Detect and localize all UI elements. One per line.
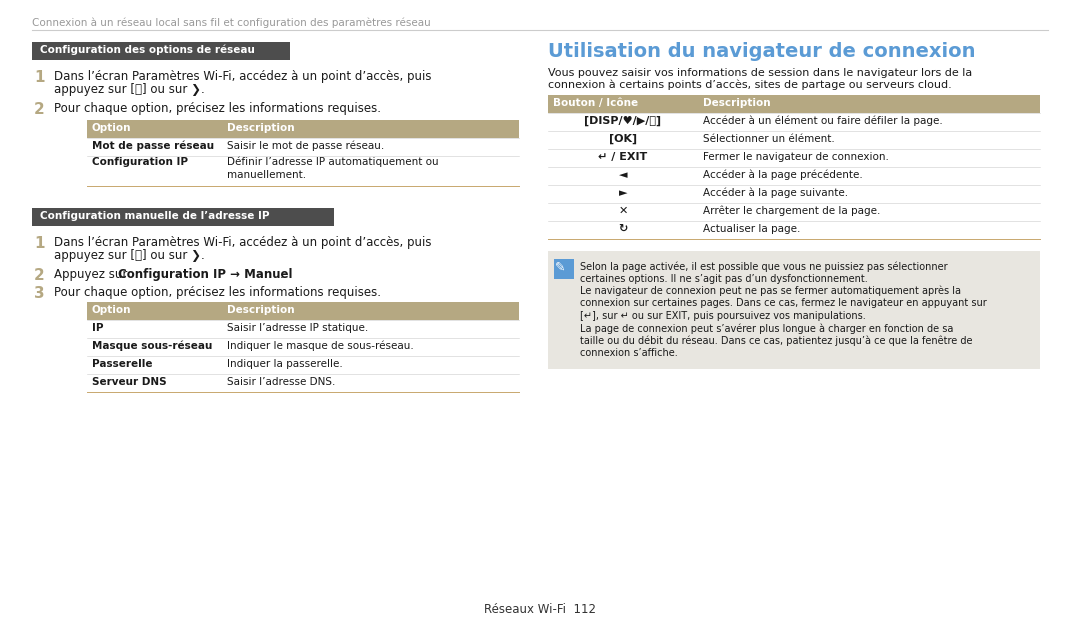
- Bar: [87, 320, 519, 338]
- Text: 2: 2: [33, 268, 44, 283]
- Text: Connexion à un réseau local sans fil et configuration des paramètres réseau: Connexion à un réseau local sans fil et …: [32, 18, 431, 28]
- Text: Selon la page activée, il est possible que vous ne puissiez pas sélectionner: Selon la page activée, il est possible q…: [580, 261, 947, 272]
- Text: Sélectionner un élément.: Sélectionner un élément.: [703, 134, 835, 144]
- Text: Accéder à un élément ou faire défiler la page.: Accéder à un élément ou faire défiler la…: [703, 115, 943, 126]
- Text: connexion s’affiche.: connexion s’affiche.: [580, 348, 678, 358]
- Text: Bouton / Icône: Bouton / Icône: [553, 98, 638, 108]
- Text: Le navigateur de connexion peut ne pas se fermer automatiquement après la: Le navigateur de connexion peut ne pas s…: [580, 286, 961, 297]
- Text: Passerelle: Passerelle: [92, 359, 152, 369]
- Bar: [548, 221, 1040, 239]
- Text: Serveur DNS: Serveur DNS: [92, 377, 166, 387]
- Text: 1: 1: [33, 236, 44, 251]
- Text: Description: Description: [703, 98, 771, 108]
- Text: Description: Description: [227, 305, 295, 315]
- Bar: [548, 167, 1040, 185]
- Text: 2: 2: [33, 102, 44, 117]
- Text: Saisir l’adresse DNS.: Saisir l’adresse DNS.: [227, 377, 336, 387]
- Bar: [548, 203, 1040, 221]
- Text: Saisir l’adresse IP statique.: Saisir l’adresse IP statique.: [227, 323, 368, 333]
- Bar: [87, 156, 519, 186]
- Text: IP: IP: [92, 323, 104, 333]
- Text: Vous pouvez saisir vos informations de session dans le navigateur lors de la: Vous pouvez saisir vos informations de s…: [548, 68, 972, 78]
- Text: La page de connexion peut s’avérer plus longue à charger en fonction de sa: La page de connexion peut s’avérer plus …: [580, 323, 954, 334]
- Bar: [548, 251, 1040, 369]
- Bar: [32, 208, 334, 226]
- Text: ↻: ↻: [619, 224, 627, 234]
- Text: ✕: ✕: [619, 206, 627, 216]
- Text: Actualiser la page.: Actualiser la page.: [703, 224, 800, 234]
- Bar: [87, 120, 519, 138]
- Text: taille ou du débit du réseau. Dans ce cas, patientez jusqu’à ce que la fenêtre d: taille ou du débit du réseau. Dans ce ca…: [580, 336, 972, 347]
- Text: ✎: ✎: [555, 261, 566, 274]
- Text: Arrêter le chargement de la page.: Arrêter le chargement de la page.: [703, 205, 880, 216]
- Text: appuyez sur [ⓨ] ou sur ❯.: appuyez sur [ⓨ] ou sur ❯.: [54, 249, 205, 262]
- Bar: [554, 259, 573, 279]
- Text: Pour chaque option, précisez les informations requises.: Pour chaque option, précisez les informa…: [54, 286, 381, 299]
- Bar: [548, 95, 1040, 113]
- Text: ►: ►: [619, 188, 627, 198]
- Text: connexion à certains points d’accès, sites de partage ou serveurs cloud.: connexion à certains points d’accès, sit…: [548, 80, 951, 91]
- Text: Accéder à la page suivante.: Accéder à la page suivante.: [703, 188, 848, 198]
- Text: Définir l’adresse IP automatiquement ou: Définir l’adresse IP automatiquement ou: [227, 156, 438, 167]
- Text: Réseaux Wi-Fi  112: Réseaux Wi-Fi 112: [484, 603, 596, 616]
- Bar: [87, 138, 519, 156]
- Text: connexion sur certaines pages. Dans ce cas, fermez le navigateur en appuyant sur: connexion sur certaines pages. Dans ce c…: [580, 299, 987, 309]
- Text: Option: Option: [92, 123, 132, 133]
- Text: Option: Option: [92, 305, 132, 315]
- Text: Pour chaque option, précisez les informations requises.: Pour chaque option, précisez les informa…: [54, 102, 381, 115]
- Text: Dans l’écran Paramètres Wi-Fi, accédez à un point d’accès, puis: Dans l’écran Paramètres Wi-Fi, accédez à…: [54, 236, 432, 249]
- Text: Indiquer la passerelle.: Indiquer la passerelle.: [227, 359, 342, 369]
- Text: Mot de passe réseau: Mot de passe réseau: [92, 140, 214, 151]
- Text: Appuyez sur: Appuyez sur: [54, 268, 131, 281]
- Text: certaines options. Il ne s’agit pas d’un dysfonctionnement.: certaines options. Il ne s’agit pas d’un…: [580, 273, 867, 284]
- Text: ◄: ◄: [619, 170, 627, 180]
- Bar: [548, 149, 1040, 167]
- Text: Accéder à la page précédente.: Accéder à la page précédente.: [703, 169, 863, 180]
- Text: ↵ / EXIT: ↵ / EXIT: [598, 152, 648, 162]
- Bar: [32, 42, 291, 60]
- Text: appuyez sur [ⓨ] ou sur ❯.: appuyez sur [ⓨ] ou sur ❯.: [54, 83, 205, 96]
- Text: [↵], sur ↵ ou sur EXIT, puis poursuivez vos manipulations.: [↵], sur ↵ ou sur EXIT, puis poursuivez …: [580, 311, 866, 321]
- Text: manuellement.: manuellement.: [227, 170, 306, 180]
- Text: Masque sous-réseau: Masque sous-réseau: [92, 340, 213, 351]
- Text: 1: 1: [33, 70, 44, 85]
- Text: Fermer le navigateur de connexion.: Fermer le navigateur de connexion.: [703, 152, 889, 162]
- Text: Description: Description: [227, 123, 295, 133]
- Bar: [87, 302, 519, 320]
- Text: Configuration des options de réseau: Configuration des options de réseau: [40, 45, 255, 55]
- Text: Dans l’écran Paramètres Wi-Fi, accédez à un point d’accès, puis: Dans l’écran Paramètres Wi-Fi, accédez à…: [54, 70, 432, 83]
- Text: .: .: [280, 268, 284, 281]
- Bar: [548, 185, 1040, 203]
- Bar: [87, 356, 519, 374]
- Text: [OK]: [OK]: [609, 134, 637, 144]
- Text: Utilisation du navigateur de connexion: Utilisation du navigateur de connexion: [548, 42, 975, 61]
- Bar: [548, 113, 1040, 131]
- Text: Configuration IP → Manuel: Configuration IP → Manuel: [118, 268, 293, 281]
- Text: 3: 3: [33, 286, 44, 301]
- Bar: [87, 338, 519, 356]
- Text: Configuration IP: Configuration IP: [92, 157, 188, 167]
- Text: Indiquer le masque de sous-réseau.: Indiquer le masque de sous-réseau.: [227, 340, 414, 351]
- Text: Configuration manuelle de l’adresse IP: Configuration manuelle de l’adresse IP: [40, 211, 270, 221]
- Text: [DISP/♥/▶/ⓨ]: [DISP/♥/▶/ⓨ]: [584, 116, 662, 126]
- Bar: [548, 131, 1040, 149]
- Text: Saisir le mot de passe réseau.: Saisir le mot de passe réseau.: [227, 140, 384, 151]
- Bar: [87, 374, 519, 392]
